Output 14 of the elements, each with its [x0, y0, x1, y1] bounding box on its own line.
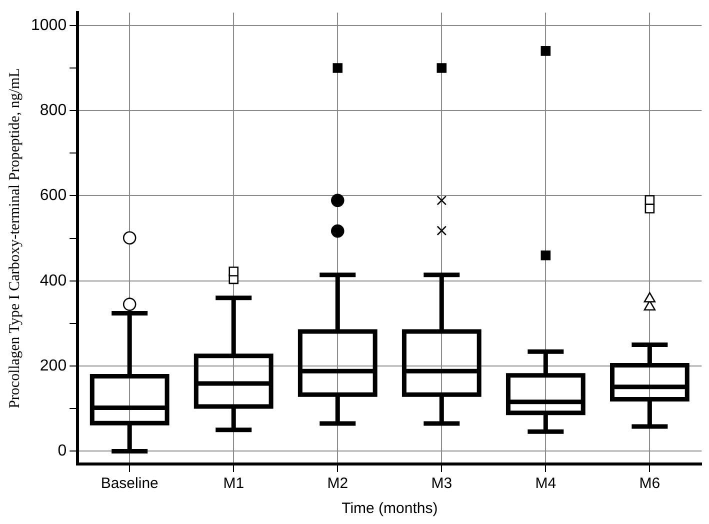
y-tick-label: 0	[58, 442, 67, 460]
y-tick-label: 400	[40, 272, 67, 290]
x-tick-label: M1	[223, 475, 244, 492]
x-tick-label: M2	[327, 475, 348, 492]
x-axis-title: Time (months)	[342, 500, 438, 518]
x-tick-label: M6	[639, 475, 660, 492]
y-tick-label: 800	[40, 102, 67, 119]
y-tick-label: 200	[40, 357, 67, 374]
y-axis-title: Procollagen Type I Carboxy-terminal Propeptide, ng/mL	[6, 68, 23, 408]
y-tick-label: 1000	[31, 16, 67, 34]
x-tick-label: M4	[535, 475, 556, 492]
y-tick-label: 600	[40, 187, 67, 204]
x-tick-label: Baseline	[100, 475, 158, 492]
x-tick-label: M3	[431, 475, 452, 492]
